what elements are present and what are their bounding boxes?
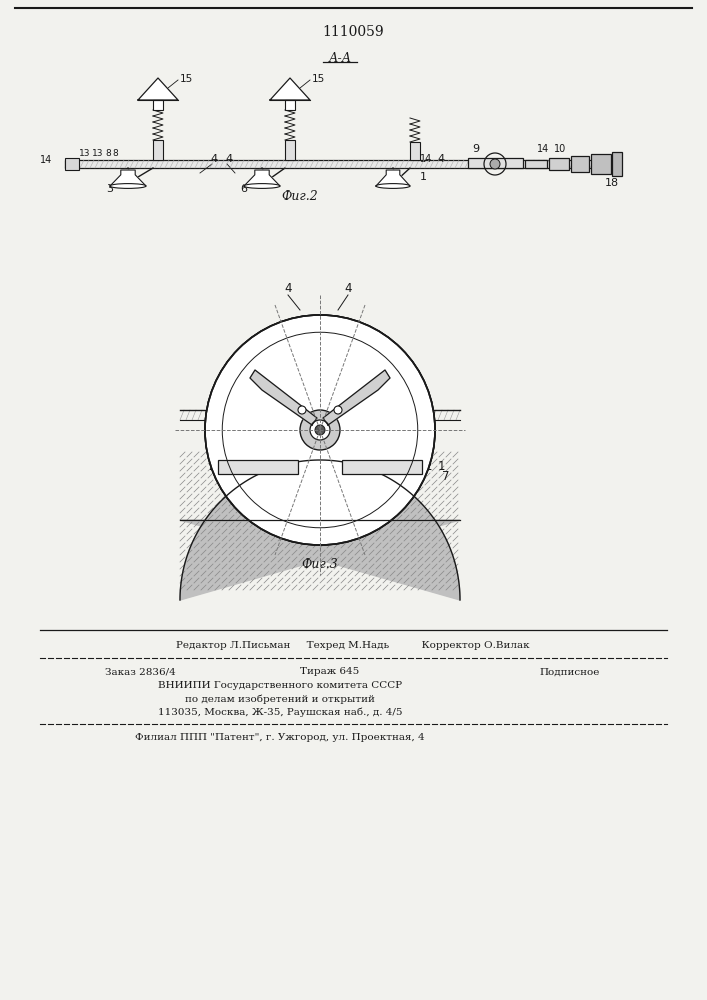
Circle shape [205,315,435,545]
Bar [153,100,163,110]
Ellipse shape [376,184,410,188]
Text: 2: 2 [208,460,216,474]
Bar [342,460,422,474]
Circle shape [310,420,330,440]
Text: 6: 6 [240,184,247,194]
Text: 1: 1 [420,172,427,182]
Text: 6: 6 [247,400,255,413]
Bar [285,100,295,110]
Text: 13: 13 [92,149,103,158]
Polygon shape [138,78,178,100]
Bar [65,160,620,168]
Text: 5: 5 [245,385,252,398]
Text: 113035, Москва, Ж-35, Раушская наб., д. 4/5: 113035, Москва, Ж-35, Раушская наб., д. … [158,707,402,717]
Text: 8: 8 [105,149,111,158]
Circle shape [298,406,306,414]
Polygon shape [376,170,410,186]
Bar [571,156,589,172]
Polygon shape [180,460,460,600]
Text: 4: 4 [225,154,232,164]
Polygon shape [244,170,280,186]
Polygon shape [250,370,317,425]
Bar [410,142,420,160]
Bar [218,460,298,474]
Ellipse shape [244,184,280,188]
Polygon shape [110,170,146,186]
Circle shape [315,425,325,435]
Circle shape [490,159,500,169]
Text: 8: 8 [112,149,118,158]
Bar [468,158,523,168]
Bar [591,154,611,174]
Circle shape [334,406,342,414]
Text: Заказ 2836/4: Заказ 2836/4 [105,668,176,676]
Text: Филиал ППП "Патент", г. Ужгород, ул. Проектная, 4: Филиал ППП "Патент", г. Ужгород, ул. Про… [135,734,425,742]
Text: 1: 1 [438,460,445,474]
Bar [525,160,547,168]
Text: 14: 14 [537,144,549,154]
Bar [549,158,569,170]
Text: А-А: А-А [328,51,351,64]
Bar [153,140,163,160]
Text: 4: 4 [284,282,292,295]
Text: 3: 3 [106,184,113,194]
Polygon shape [323,370,390,425]
Text: Фиг.3: Фиг.3 [302,558,339,571]
Text: ВНИИПИ Государственного комитета СССР: ВНИИПИ Государственного комитета СССР [158,682,402,690]
Circle shape [205,315,435,545]
Text: 7: 7 [442,470,450,483]
Text: 18: 18 [605,178,619,188]
Text: Тираж 645: Тираж 645 [300,668,360,676]
Ellipse shape [110,184,146,188]
Text: Фиг.2: Фиг.2 [281,190,318,203]
Text: 10: 10 [554,144,566,154]
Text: 13: 13 [79,149,90,158]
Text: 1110059: 1110059 [322,25,384,39]
Text: 2: 2 [424,460,431,474]
Text: 4: 4 [210,154,217,164]
Bar [612,152,622,176]
Text: 14: 14 [40,155,52,165]
Text: по делам изобретений и открытий: по делам изобретений и открытий [185,694,375,704]
Bar [65,158,79,170]
Text: 4: 4 [437,154,444,164]
Text: 4: 4 [344,282,352,295]
Text: 14: 14 [420,154,432,164]
Circle shape [300,410,340,450]
Text: 9: 9 [472,144,479,154]
Text: 15: 15 [312,74,325,84]
Text: 15: 15 [180,74,193,84]
Text: 3: 3 [330,530,337,543]
Text: Редактор Л.Письман     Техред М.Надь          Корректор О.Вилак: Редактор Л.Письман Техред М.Надь Коррект… [176,642,530,650]
Bar [285,140,295,160]
Polygon shape [270,78,310,100]
Text: Подписное: Подписное [540,668,600,676]
